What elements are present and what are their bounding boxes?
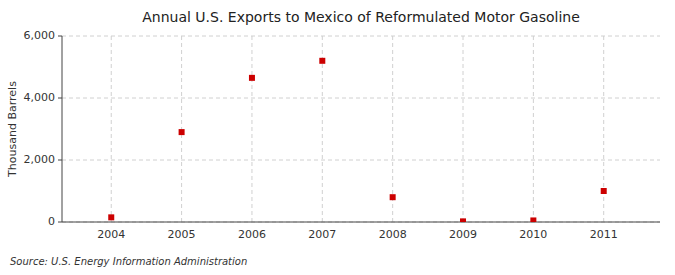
y-grid-line: [62, 222, 660, 223]
x-tick-label: 2007: [308, 228, 336, 241]
x-tick-label: 2009: [449, 228, 477, 241]
y-tick-label: 6,000: [24, 29, 56, 42]
x-grid-line: [181, 36, 182, 222]
x-grid-line: [251, 36, 252, 222]
x-grid-line: [463, 36, 464, 222]
point: [460, 218, 466, 222]
y-tick-label: 0: [48, 215, 55, 228]
chart: 0 2,000 4,000 6,000 2004 2005 2006 2007 2008 2009…: [0, 0, 675, 275]
y-tick: [58, 160, 62, 161]
x-grid-line: [603, 36, 604, 222]
y-grid-line: [62, 160, 660, 161]
x-tick-label: 2010: [519, 228, 547, 241]
point: [319, 58, 325, 64]
chart-container: 0 2,000 4,000 6,000 2004 2005 2006 2007 2008 2009…: [0, 0, 675, 275]
point: [601, 188, 607, 194]
x-grid-line: [111, 36, 112, 222]
y-axis-line: [62, 36, 63, 222]
title: Annual U.S. Exports to Mexico of Reformu…: [142, 9, 580, 25]
point: [530, 217, 536, 222]
y-grid-line: [62, 98, 660, 99]
y-tick-label: 4,000: [24, 91, 56, 104]
y-tick-label: 2,000: [24, 153, 56, 166]
y-grid-line: [62, 36, 660, 37]
y-tick: [58, 222, 62, 223]
point: [390, 194, 396, 200]
x-tick-label: 2011: [590, 228, 618, 241]
y-tick: [58, 36, 62, 37]
x-grid-line: [533, 36, 534, 222]
source-note: Source: U.S. Energy Information Administ…: [10, 256, 247, 267]
x-axis-line: [62, 222, 660, 223]
x-tick-label: 2006: [238, 228, 266, 241]
x-tick-label: 2005: [168, 228, 196, 241]
x-grid-line: [392, 36, 393, 222]
x-tick-label: 2008: [379, 228, 407, 241]
x-tick-label: 2004: [97, 228, 125, 241]
axes: 0 2,000 4,000 6,000 2004 2005 2006 2007 2008 2009…: [24, 29, 661, 241]
y-axis-label: Thousand Barrels: [6, 81, 19, 178]
points: [108, 58, 606, 222]
point: [249, 75, 255, 81]
point: [108, 214, 114, 220]
grid: [62, 36, 660, 222]
y-tick: [58, 98, 62, 99]
x-grid-line: [322, 36, 323, 222]
point: [179, 129, 185, 135]
